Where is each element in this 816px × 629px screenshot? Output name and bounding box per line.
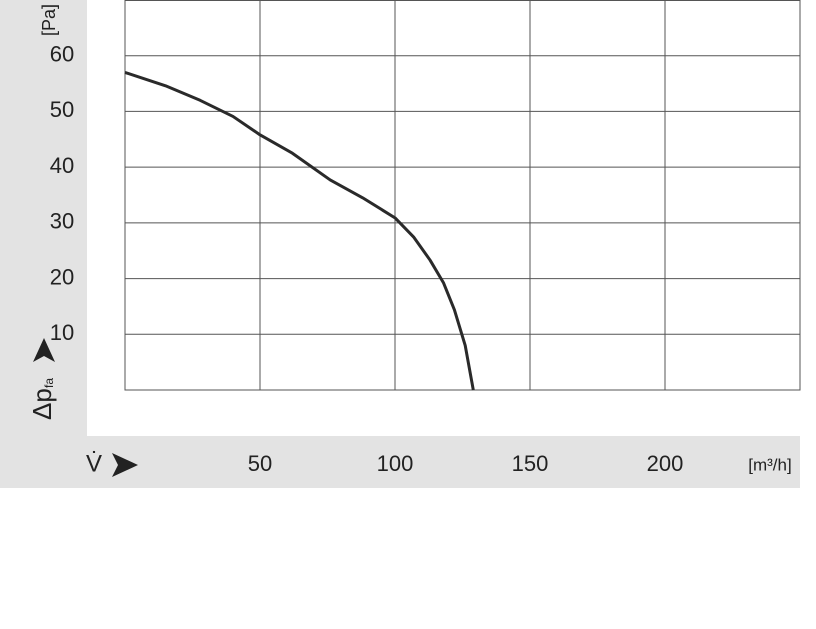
- x-label: V̇: [86, 450, 102, 478]
- y-label: Δp: [27, 388, 57, 420]
- y-axis-label: Δp fa: [27, 338, 57, 420]
- x-unit: [m³/h]: [748, 455, 791, 474]
- y-unit: [Pa]: [39, 4, 59, 36]
- y-axis-band: [0, 0, 87, 436]
- y-arrow: [33, 338, 55, 362]
- y-tick-label: 50: [50, 97, 74, 122]
- y-tick-label: 40: [50, 153, 74, 178]
- plot-frame: [124, 0, 801, 391]
- x-axis-band: [0, 436, 800, 488]
- curve: [124, 71, 475, 391]
- x-tick-label: 150: [512, 451, 549, 476]
- x-tick-label: 100: [377, 451, 414, 476]
- y-tick-label: 30: [50, 209, 74, 234]
- x-tick-label: 50: [248, 451, 272, 476]
- y-tick-label: 20: [50, 264, 74, 289]
- x-arrow: [112, 453, 138, 477]
- grid: [125, 0, 800, 390]
- y-label-sub: fa: [42, 378, 56, 388]
- y-tick-label: 60: [50, 42, 74, 67]
- plot: [124, 71, 475, 391]
- y-tick-label: 10: [50, 320, 74, 345]
- x-tick-label: 200: [647, 451, 684, 476]
